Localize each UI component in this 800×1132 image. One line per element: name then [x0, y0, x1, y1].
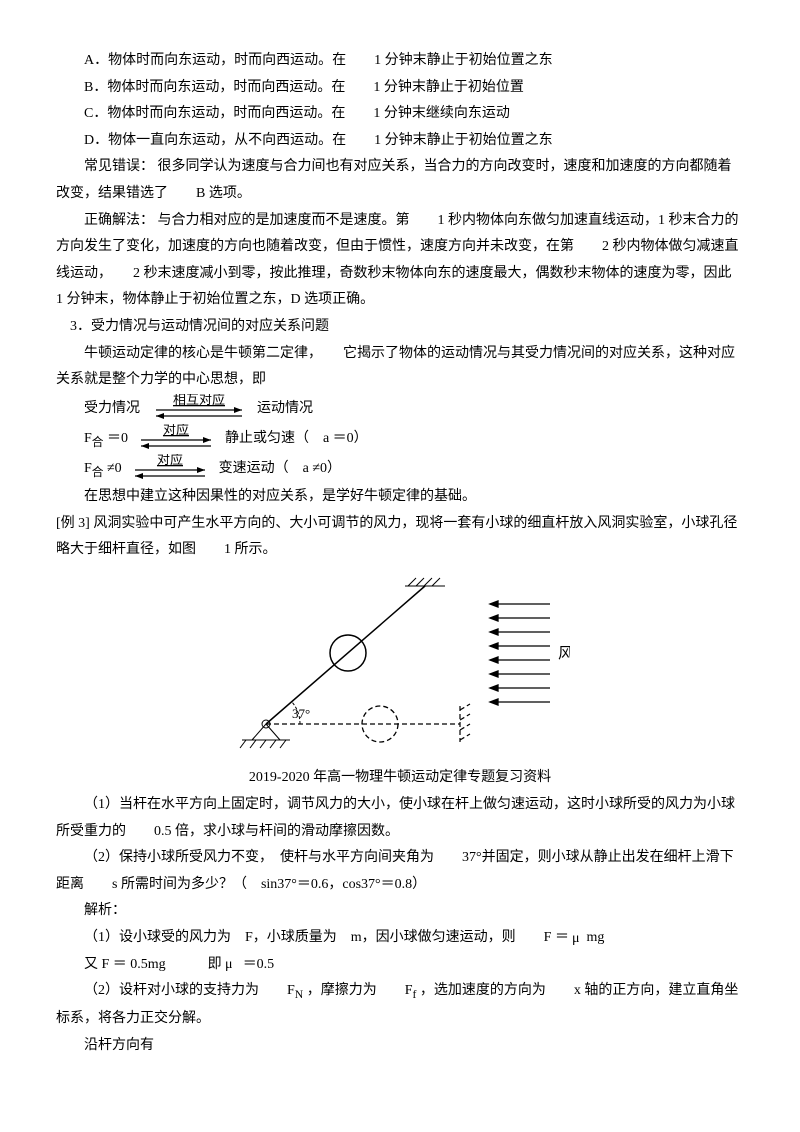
- correct-label: 正确解法：: [84, 213, 154, 228]
- figure-1: 37° 风: [56, 574, 744, 760]
- analysis-label: 解析：: [56, 898, 744, 925]
- end-hatch: [460, 704, 470, 742]
- arrow-mid-label-2: 对应: [163, 424, 189, 437]
- svg-text:μ: μ: [225, 957, 233, 972]
- corr-line-3: F合 ≠0 对应 变速运动（ a ≠0）: [56, 454, 744, 484]
- section3-p2: 在思想中建立这种因果性的对应关系，是学好牛顿定律的基础。: [56, 484, 744, 511]
- mistake-text: 很多同学认为速度与合力间也有对应关系，当合力的方向改变时，速度和加速度的方向都随…: [56, 159, 732, 201]
- corr-left-3-sub: 合: [92, 466, 104, 479]
- option-d: D．物体一直向东运动，从不向西运动。在 1 分钟末静止于初始位置之东: [56, 128, 744, 155]
- ana2-text-a: （2）设杆对小球的支持力为 F: [84, 983, 295, 998]
- corr-left-2-eq: ＝0: [107, 431, 128, 446]
- ana2-text-b: ，摩擦力为 F: [307, 983, 413, 998]
- section3-p1: 牛顿运动定律的核心是牛顿第二定律， 它揭示了物体的运动情况与其受力情况间的对应关…: [56, 341, 744, 394]
- ana2-sub1: N: [295, 988, 303, 1001]
- angle-label: 37°: [292, 706, 310, 721]
- corr-right-3: 变速运动（ a ≠0）: [219, 461, 341, 476]
- correct-text: 与合力相对应的是加速度而不是速度。第 1 秒内物体向东做匀加速直线运动，1 秒末…: [56, 213, 760, 308]
- ana1-text-a: （1）设小球受的风力为 F，小球质量为 m，因小球做匀速运动，则 F ＝: [84, 930, 569, 945]
- mu-symbol-icon: μ: [225, 956, 239, 972]
- corr-right-1: 运动情况: [257, 401, 313, 416]
- arrow-top-label: 相互对应: [172, 394, 224, 407]
- arrow-mid-label-3: 对应: [157, 454, 183, 467]
- corr-right-2: 静止或匀速（ a ＝0）: [225, 431, 368, 446]
- option-a: A．物体时而向东运动，时而向西运动。在 1 分钟末静止于初始位置之东: [56, 48, 744, 75]
- corr-left-3-f: F: [84, 461, 92, 476]
- corr-line-2: F合 ＝0 对应 静止或匀速（ a ＝0）: [56, 424, 744, 454]
- double-arrow-icon: 对应: [131, 424, 221, 454]
- ana2-sub2: f: [413, 988, 417, 1001]
- corr-left-3-eq: ≠0: [107, 461, 122, 476]
- correct-paragraph: 正确解法： 与合力相对应的是加速度而不是速度。第 1 秒内物体向东做匀加速直线运…: [56, 208, 744, 314]
- wind-arrows: [490, 601, 550, 705]
- mu-symbol-icon: μ: [572, 930, 586, 946]
- option-b: B．物体时而向东运动，时而向西运动。在 1 分钟末静止于初始位置: [56, 75, 744, 102]
- analysis-1: （1）设小球受的风力为 F，小球质量为 m，因小球做匀速运动，则 F ＝ μmg: [56, 925, 744, 952]
- question-1: （1）当杆在水平方向上固定时，调节风力的大小，使小球在杆上做匀速运动，这时小球所…: [56, 792, 744, 845]
- ex3-label: [例 3]: [56, 516, 90, 531]
- title-line: 2019-2020 年高一物理牛顿运动定律专题复习资料: [56, 765, 744, 792]
- corr-left-2-f: F: [84, 431, 92, 446]
- analysis-1b: 又 F ＝ 0.5mg 即 μ ＝0.5: [56, 952, 744, 979]
- analysis-3: 沿杆方向有: [56, 1033, 744, 1060]
- mistake-label: 常见错误：: [84, 159, 154, 174]
- section3-title: 3．受力情况与运动情况间的对应关系问题: [56, 314, 744, 341]
- question-2: （2）保持小球所受风力不变， 使杆与水平方向间夹角为 37°并固定，则小球从静止…: [56, 845, 744, 898]
- corr-line-1: 受力情况 相互对应 运动情况: [56, 394, 744, 424]
- ana1-text-b: mg: [586, 930, 604, 945]
- mistake-paragraph: 常见错误： 很多同学认为速度与合力间也有对应关系，当合力的方向改变时，速度和加速…: [56, 154, 744, 207]
- wall-hatch-top: [405, 578, 445, 586]
- svg-text:μ: μ: [572, 931, 580, 946]
- analysis-2: （2）设杆对小球的支持力为 FN ，摩擦力为 Ff ，选加速度的方向为 x 轴的…: [56, 978, 744, 1033]
- ana1-text-c: 又 F ＝ 0.5mg 即: [84, 957, 222, 972]
- ex3-text: 风洞实验中可产生水平方向的、大小可调节的风力，现将一套有小球的细直杆放入风洞实验…: [56, 516, 737, 558]
- rod-slanted: [266, 586, 425, 724]
- example-3: [例 3] 风洞实验中可产生水平方向的、大小可调节的风力，现将一套有小球的细直杆…: [56, 511, 744, 564]
- wind-tunnel-diagram: 37° 风: [230, 574, 570, 749]
- option-c: C．物体时而向东运动，时而向西运动。在 1 分钟末继续向东运动: [56, 101, 744, 128]
- corr-left-1: 受力情况: [84, 401, 140, 416]
- double-arrow-icon: 对应: [125, 454, 215, 484]
- double-arrow-icon: 相互对应: [144, 394, 254, 424]
- ana1-text-d: ＝0.5: [243, 957, 275, 972]
- corr-left-2-sub: 合: [92, 436, 104, 449]
- wind-label: 风: [558, 645, 570, 662]
